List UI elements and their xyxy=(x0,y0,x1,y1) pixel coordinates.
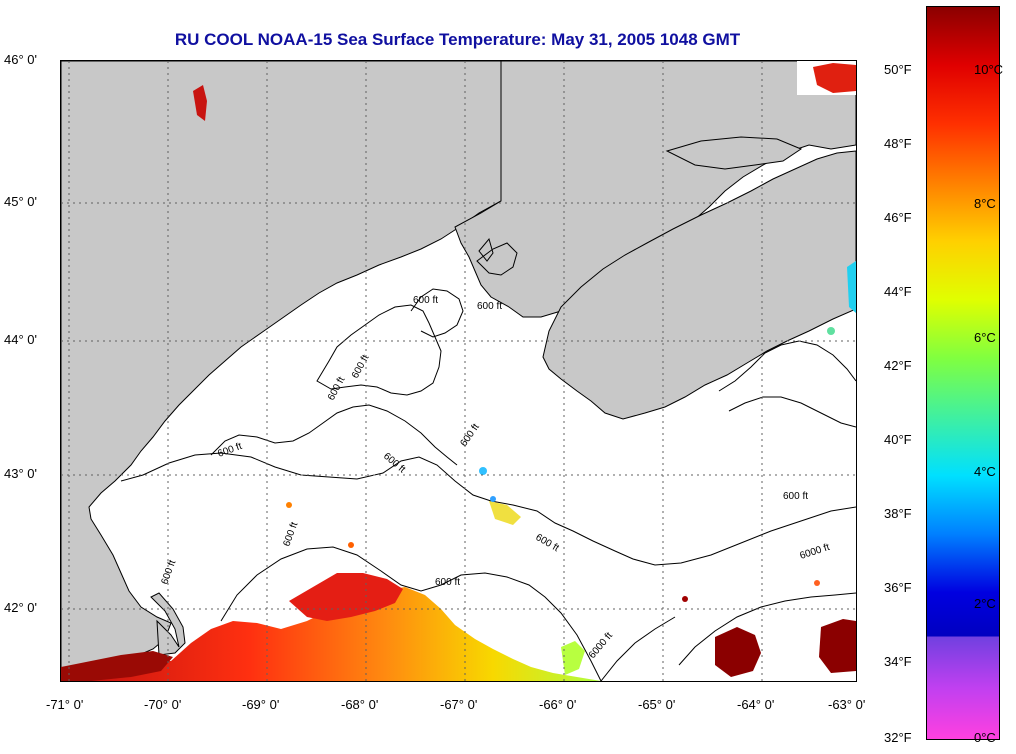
contour-label: 6000 ft xyxy=(587,630,615,661)
land-grand-manan xyxy=(478,237,494,262)
colorbar-c-label: 4°C xyxy=(974,464,996,479)
lat-label: 44° 0' xyxy=(4,332,37,347)
contour-label: 600 ft xyxy=(159,559,178,586)
lat-label: 42° 0' xyxy=(4,600,37,615)
colorbar-c-label: 8°C xyxy=(974,196,996,211)
lon-label: -64° 0' xyxy=(737,697,775,712)
contour-label: 600 ft xyxy=(326,375,348,402)
lon-label: -70° 0' xyxy=(144,697,182,712)
land-cape-cod xyxy=(150,592,186,656)
land-nova-scotia xyxy=(542,150,856,420)
sst-patch-cyan xyxy=(847,261,856,313)
bathymetry-contours xyxy=(120,242,856,681)
sst-patch-dark-left xyxy=(61,651,173,681)
lat-label: 46° 0' xyxy=(4,52,37,67)
colorbar-f-label: 40°F xyxy=(884,432,912,447)
map-title: RU COOL NOAA-15 Sea Surface Temperature:… xyxy=(174,30,741,49)
sst-patch-south xyxy=(61,587,601,681)
lon-label: -71° 0' xyxy=(46,697,84,712)
sst-data-patches xyxy=(61,63,856,681)
contour-label: 600 ft xyxy=(534,532,561,554)
lon-label: -66° 0' xyxy=(539,697,577,712)
colorbar-f-label: 38°F xyxy=(884,506,912,521)
lon-label: -67° 0' xyxy=(440,697,478,712)
colorbar-c-label: 2°C xyxy=(974,596,996,611)
temperature-colorbar xyxy=(926,6,1000,740)
lon-label: -68° 0' xyxy=(341,697,379,712)
lat-label: 45° 0' xyxy=(4,194,37,209)
sst-patch-nw-red xyxy=(193,85,207,121)
graticule xyxy=(61,61,856,681)
colorbar-f-label: 32°F xyxy=(884,730,912,745)
sst-patch-green-south xyxy=(561,641,585,675)
lon-label: -69° 0' xyxy=(242,697,280,712)
contour-label: 600 ft xyxy=(783,491,808,502)
contour-label: 600 ft xyxy=(458,422,481,449)
contour-label: 6000 ft xyxy=(799,542,832,562)
lat-label: 43° 0' xyxy=(4,466,37,481)
contour-label: 600 ft xyxy=(216,441,243,460)
sst-patch-dark-east-1 xyxy=(715,627,761,677)
lon-label: -65° 0' xyxy=(638,697,676,712)
colorbar-f-label: 50°F xyxy=(884,62,912,77)
land-pei xyxy=(665,136,803,170)
lon-label: -63° 0' xyxy=(828,697,866,712)
land-new-england xyxy=(61,61,502,681)
contour-label: 600 ft xyxy=(435,577,460,588)
contour-label: 600 ft xyxy=(350,353,372,380)
colorbar-c-label: 10°C xyxy=(974,62,1004,77)
colorbar-f-label: 36°F xyxy=(884,580,912,595)
colorbar-f-label: 46°F xyxy=(884,210,912,225)
colorbar-f-label: 42°F xyxy=(884,358,912,373)
contour-label: 600 ft xyxy=(413,295,438,306)
sst-patch-northeast xyxy=(813,63,856,93)
sst-patch-yellow-mid xyxy=(489,501,521,525)
sst-map: 600 ft 600 ft 600 ft 600 ft 600 ft 600 f… xyxy=(60,60,857,682)
colorbar-f-label: 34°F xyxy=(884,654,912,669)
colorbar-c-label: 6°C xyxy=(974,330,996,345)
contour-label: 600 ft xyxy=(281,521,300,548)
contour-label: 600 ft xyxy=(477,301,502,312)
colorbar-f-label: 48°F xyxy=(884,136,912,151)
colorbar-f-label: 44°F xyxy=(884,284,912,299)
colorbar-c-label: 0°C xyxy=(974,730,996,745)
sst-patch-dark-east-2 xyxy=(819,619,856,673)
map-canvas: 600 ft 600 ft 600 ft 600 ft 600 ft 600 f… xyxy=(61,61,856,681)
